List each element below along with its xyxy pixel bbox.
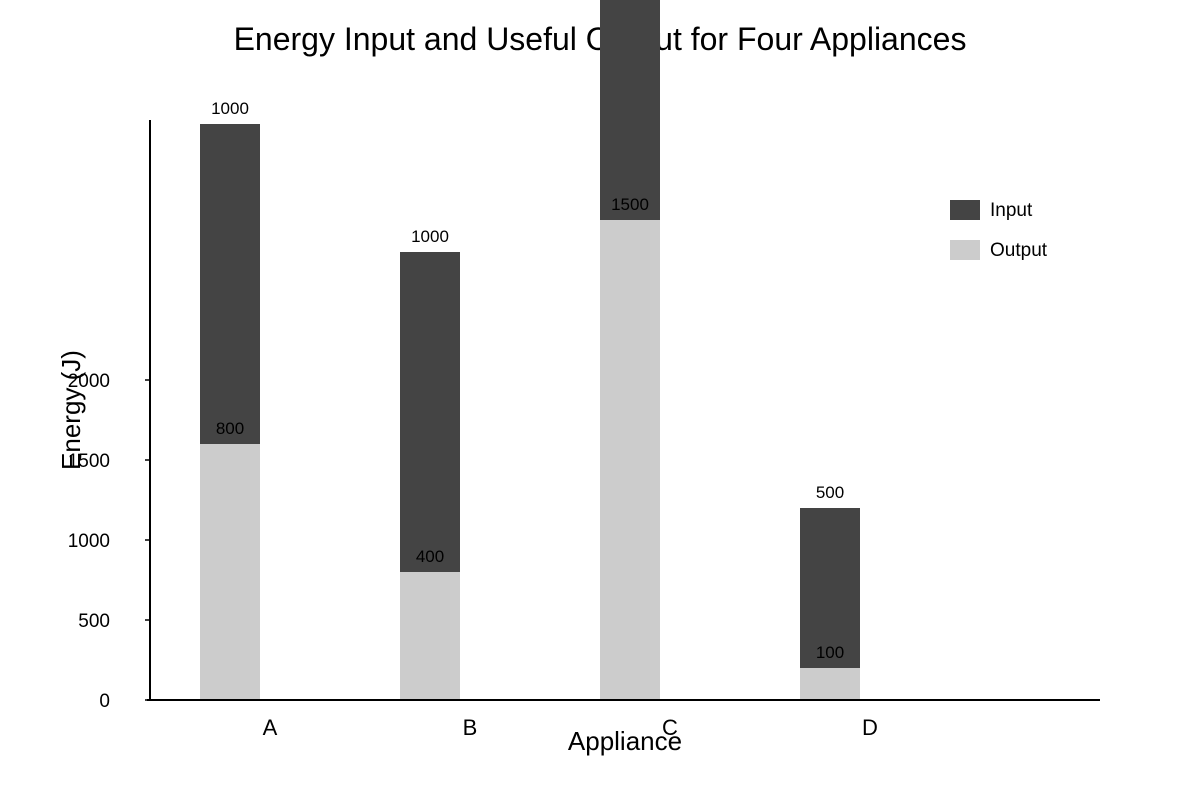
value-label-output-a: 800 xyxy=(216,419,244,438)
bar-output-a xyxy=(200,444,260,700)
value-label-input-d: 500 xyxy=(816,483,844,502)
x-tick-label-b: B xyxy=(463,715,478,740)
y-tick-label-2000: 2000 xyxy=(68,371,110,392)
value-label-input-b: 1000 xyxy=(411,227,449,246)
value-label-output-c: 1500 xyxy=(611,195,649,214)
legend-swatch-input xyxy=(950,200,980,220)
value-label-output-d: 100 xyxy=(816,643,844,662)
x-tick-label-c: C xyxy=(662,715,678,740)
value-label-input-a: 1000 xyxy=(211,99,249,118)
y-axis-label: Energy (J) xyxy=(56,350,86,470)
y-ticks-group: 0 500 1000 1500 2000 xyxy=(68,371,150,712)
y-tick-label-1000: 1000 xyxy=(68,531,110,552)
bar-output-b xyxy=(400,572,460,700)
bar-output-c xyxy=(600,220,660,700)
x-tick-label-a: A xyxy=(263,715,278,740)
y-tick-label-500: 500 xyxy=(78,611,110,632)
bar-input-a xyxy=(200,124,260,444)
bar-input-c xyxy=(600,0,660,220)
x-ticks-group: A B C D xyxy=(263,715,878,740)
x-axis-label: Appliance xyxy=(568,726,682,756)
legend: Input Output xyxy=(950,200,1048,261)
y-tick-label-1500: 1500 xyxy=(68,451,110,472)
y-tick-label-0: 0 xyxy=(99,691,110,712)
bar-output-d xyxy=(800,668,860,700)
legend-swatch-output xyxy=(950,240,980,260)
bar-input-d xyxy=(800,508,860,668)
bar-input-b xyxy=(400,252,460,572)
value-label-output-b: 400 xyxy=(416,547,444,566)
bars-group xyxy=(200,0,860,700)
value-labels-group: 1000800100040020001500500100 xyxy=(211,99,844,662)
legend-label-input: Input xyxy=(990,200,1033,221)
legend-label-output: Output xyxy=(990,240,1048,261)
x-tick-label-d: D xyxy=(862,715,878,740)
